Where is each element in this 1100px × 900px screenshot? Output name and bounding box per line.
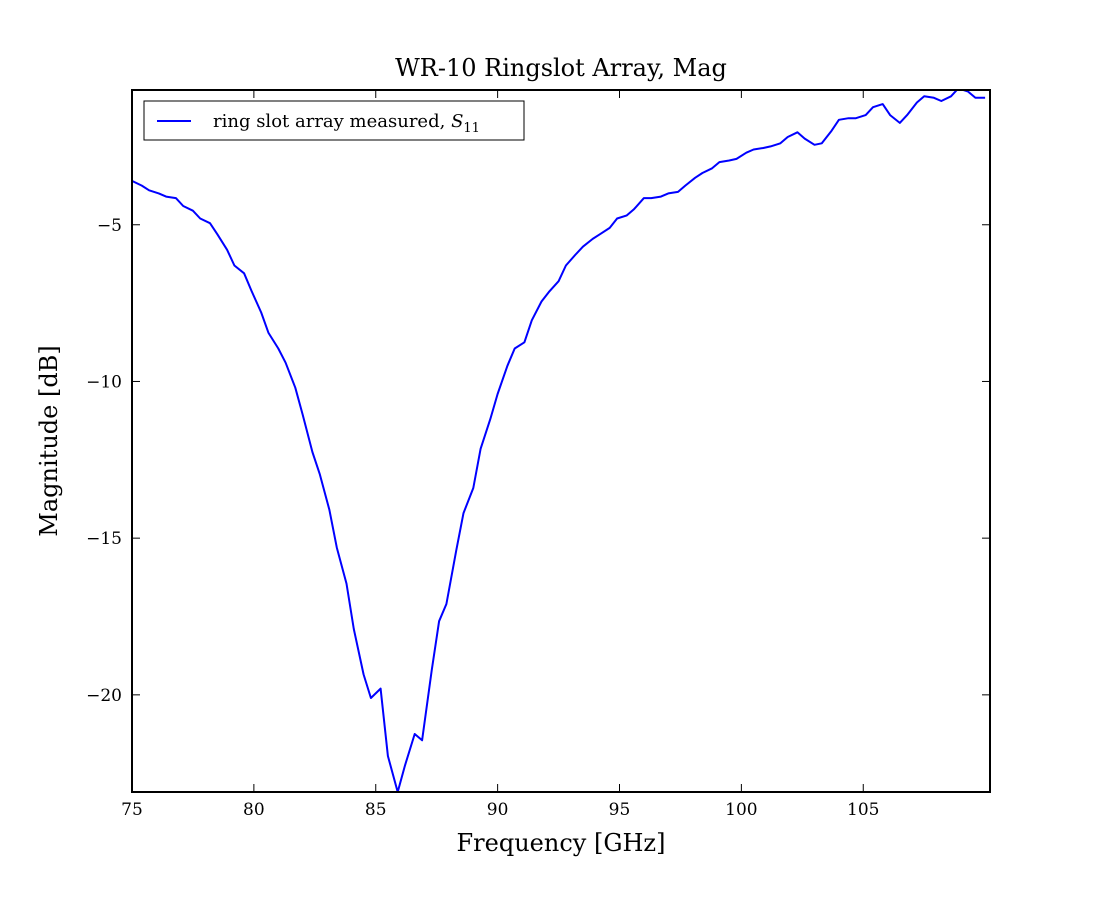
x-tick-label: 75 <box>121 800 143 820</box>
x-axis-label: Frequency [GHz] <box>457 829 666 857</box>
legend-label-symbol: S <box>451 111 463 132</box>
chart-title: WR-10 Ringslot Array, Mag <box>395 54 727 82</box>
y-tick-label: −15 <box>86 529 122 549</box>
legend-label: ring slot array measured, S11 <box>213 111 480 136</box>
y-tick-label: −20 <box>86 686 122 706</box>
x-tick-label: 95 <box>609 800 631 820</box>
x-tick-label: 90 <box>487 800 509 820</box>
y-axis-label: Magnitude [dB] <box>35 345 63 536</box>
legend-box <box>143 100 525 141</box>
x-tick-label: 100 <box>725 800 757 820</box>
series-line-s11 <box>132 90 986 792</box>
y-axis-ticks: −5 −10 −15 −20 <box>86 216 990 706</box>
x-tick-label: 85 <box>365 800 387 820</box>
x-tick-label: 105 <box>847 800 879 820</box>
y-tick-label: −5 <box>97 216 122 236</box>
plot-frame <box>131 89 991 793</box>
x-tick-label: 80 <box>243 800 265 820</box>
y-tick-label: −10 <box>86 372 122 392</box>
x-axis-ticks: 75 80 85 90 95 100 105 <box>121 90 879 820</box>
legend: ring slot array measured, S11 <box>143 100 525 141</box>
legend-label-subscript: 11 <box>463 121 480 136</box>
legend-label-main: ring slot array measured, <box>213 111 451 132</box>
